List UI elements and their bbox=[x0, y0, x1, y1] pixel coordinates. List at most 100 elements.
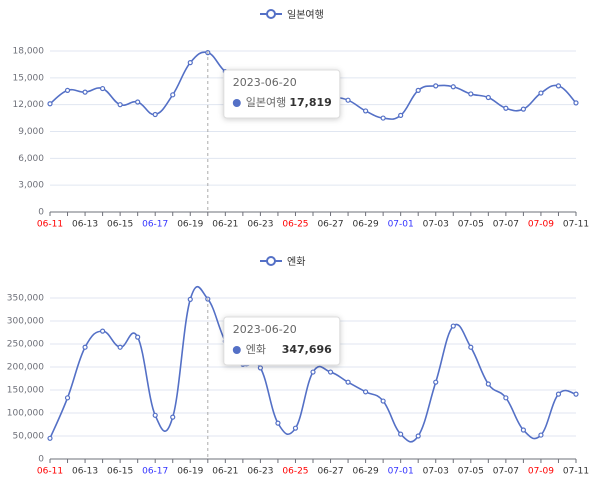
data-point bbox=[275, 420, 281, 426]
y-tick-label: 18,000 bbox=[13, 47, 45, 57]
x-tick-label: 06-27 bbox=[317, 220, 343, 230]
data-point bbox=[573, 100, 579, 106]
x-tick-label: 06-15 bbox=[107, 220, 133, 230]
data-point bbox=[135, 334, 141, 340]
x-tick-label: 07-11 bbox=[563, 220, 589, 230]
data-point bbox=[170, 414, 176, 420]
x-tick-label: 06-17 bbox=[142, 220, 168, 230]
data-point bbox=[64, 87, 71, 93]
legend-text: 엔화 bbox=[287, 256, 305, 268]
data-point bbox=[433, 83, 439, 89]
x-tick-label: 07-05 bbox=[458, 220, 484, 230]
x-tick-label: 06-19 bbox=[177, 220, 203, 230]
x-tick-label: 07-01 bbox=[388, 220, 414, 230]
x-tick-label: 06-11 bbox=[37, 220, 63, 230]
data-point bbox=[345, 97, 351, 103]
y-tick-label: 150,000 bbox=[7, 386, 44, 396]
data-point bbox=[573, 391, 579, 397]
x-tick-label: 06-25 bbox=[282, 220, 308, 230]
data-point bbox=[257, 365, 263, 371]
data-point bbox=[450, 84, 456, 90]
data-point bbox=[503, 105, 509, 111]
data-point bbox=[485, 94, 491, 101]
data-point bbox=[485, 381, 491, 387]
data-point bbox=[82, 344, 88, 350]
y-tick-label: 250,000 bbox=[7, 340, 44, 350]
data-point bbox=[117, 102, 123, 108]
x-tick-label: 07-01 bbox=[388, 467, 414, 477]
x-tick-label: 06-23 bbox=[247, 220, 273, 230]
y-tick-label: 50,000 bbox=[13, 432, 45, 442]
data-point bbox=[345, 379, 351, 385]
data-point bbox=[310, 369, 316, 375]
x-tick-label: 06-21 bbox=[212, 467, 238, 477]
x-tick-label: 07-09 bbox=[528, 220, 554, 230]
data-point bbox=[538, 432, 544, 438]
data-point bbox=[503, 395, 509, 401]
tooltip: 2023-06-20 일본여행 17,819 bbox=[223, 69, 341, 119]
data-point bbox=[64, 395, 71, 401]
x-tick-label: 07-05 bbox=[458, 467, 484, 477]
data-point bbox=[47, 101, 53, 107]
x-tick-label: 06-23 bbox=[247, 467, 273, 477]
x-tick-label: 06-25 bbox=[282, 467, 308, 477]
y-tick-label: 3,000 bbox=[18, 181, 44, 191]
tooltip-marker bbox=[232, 346, 241, 354]
data-point bbox=[363, 389, 369, 395]
y-tick-label: 15,000 bbox=[13, 73, 45, 83]
tooltip-title: 2023-06-20 bbox=[233, 76, 297, 89]
x-tick-label: 06-13 bbox=[72, 467, 98, 477]
chart: 0 3,000 6,000 9,000 12,000 15,000 18,000 06-11 0… bbox=[13, 9, 589, 230]
tooltip-title: 2023-06-20 bbox=[233, 323, 297, 336]
data-point bbox=[520, 427, 527, 433]
data-point bbox=[380, 115, 386, 121]
y-tick-label: 300,000 bbox=[7, 317, 44, 327]
data-point bbox=[187, 60, 193, 66]
x-tick-label: 06-19 bbox=[177, 467, 203, 477]
data-point bbox=[170, 92, 176, 98]
data-point bbox=[292, 425, 299, 431]
x-tick-label: 06-27 bbox=[317, 467, 343, 477]
x-tick-label: 07-03 bbox=[423, 220, 449, 230]
tooltip: 2023-06-20 엔화 347,696 bbox=[223, 316, 341, 366]
legend-marker bbox=[266, 256, 276, 266]
data-point bbox=[555, 391, 562, 397]
data-point bbox=[99, 328, 106, 334]
data-point bbox=[433, 379, 439, 385]
tooltip-box bbox=[223, 316, 341, 366]
y-tick-label: 0 bbox=[38, 455, 44, 465]
x-tick-label: 06-29 bbox=[353, 467, 379, 477]
legend-text: 일본여행 bbox=[287, 9, 324, 21]
data-point bbox=[520, 106, 527, 112]
data-point bbox=[468, 91, 474, 97]
data-point bbox=[363, 108, 369, 114]
data-point bbox=[380, 398, 386, 404]
data-point bbox=[327, 369, 334, 375]
data-point bbox=[82, 89, 88, 95]
y-tick-label: 100,000 bbox=[7, 409, 44, 419]
data-point bbox=[117, 344, 123, 350]
y-tick-label: 200,000 bbox=[7, 363, 44, 373]
data-point bbox=[187, 296, 193, 302]
data-point bbox=[468, 344, 474, 350]
x-tick-label: 07-07 bbox=[493, 220, 519, 230]
data-point bbox=[47, 435, 53, 441]
tooltip-name: 엔화 bbox=[246, 343, 266, 356]
y-tick-label: 12,000 bbox=[13, 100, 45, 110]
data-point bbox=[555, 83, 562, 89]
chart: 0 50,000 100,000 150,000 200,000 250,000 300,0… bbox=[7, 256, 589, 477]
y-tick-label: 9,000 bbox=[18, 127, 44, 137]
x-tick-label: 06-15 bbox=[107, 467, 133, 477]
y-tick-label: 0 bbox=[38, 208, 44, 218]
data-point bbox=[415, 87, 421, 93]
x-tick-label: 06-11 bbox=[37, 467, 63, 477]
tooltip-value: 17,819 bbox=[289, 96, 331, 109]
data-point bbox=[398, 112, 404, 119]
x-tick-label: 07-11 bbox=[563, 467, 589, 477]
x-tick-label: 07-03 bbox=[423, 467, 449, 477]
data-point bbox=[135, 99, 141, 105]
x-tick-label: 06-13 bbox=[72, 220, 98, 230]
x-tick-label: 07-09 bbox=[528, 467, 554, 477]
tooltip-box bbox=[223, 69, 341, 119]
